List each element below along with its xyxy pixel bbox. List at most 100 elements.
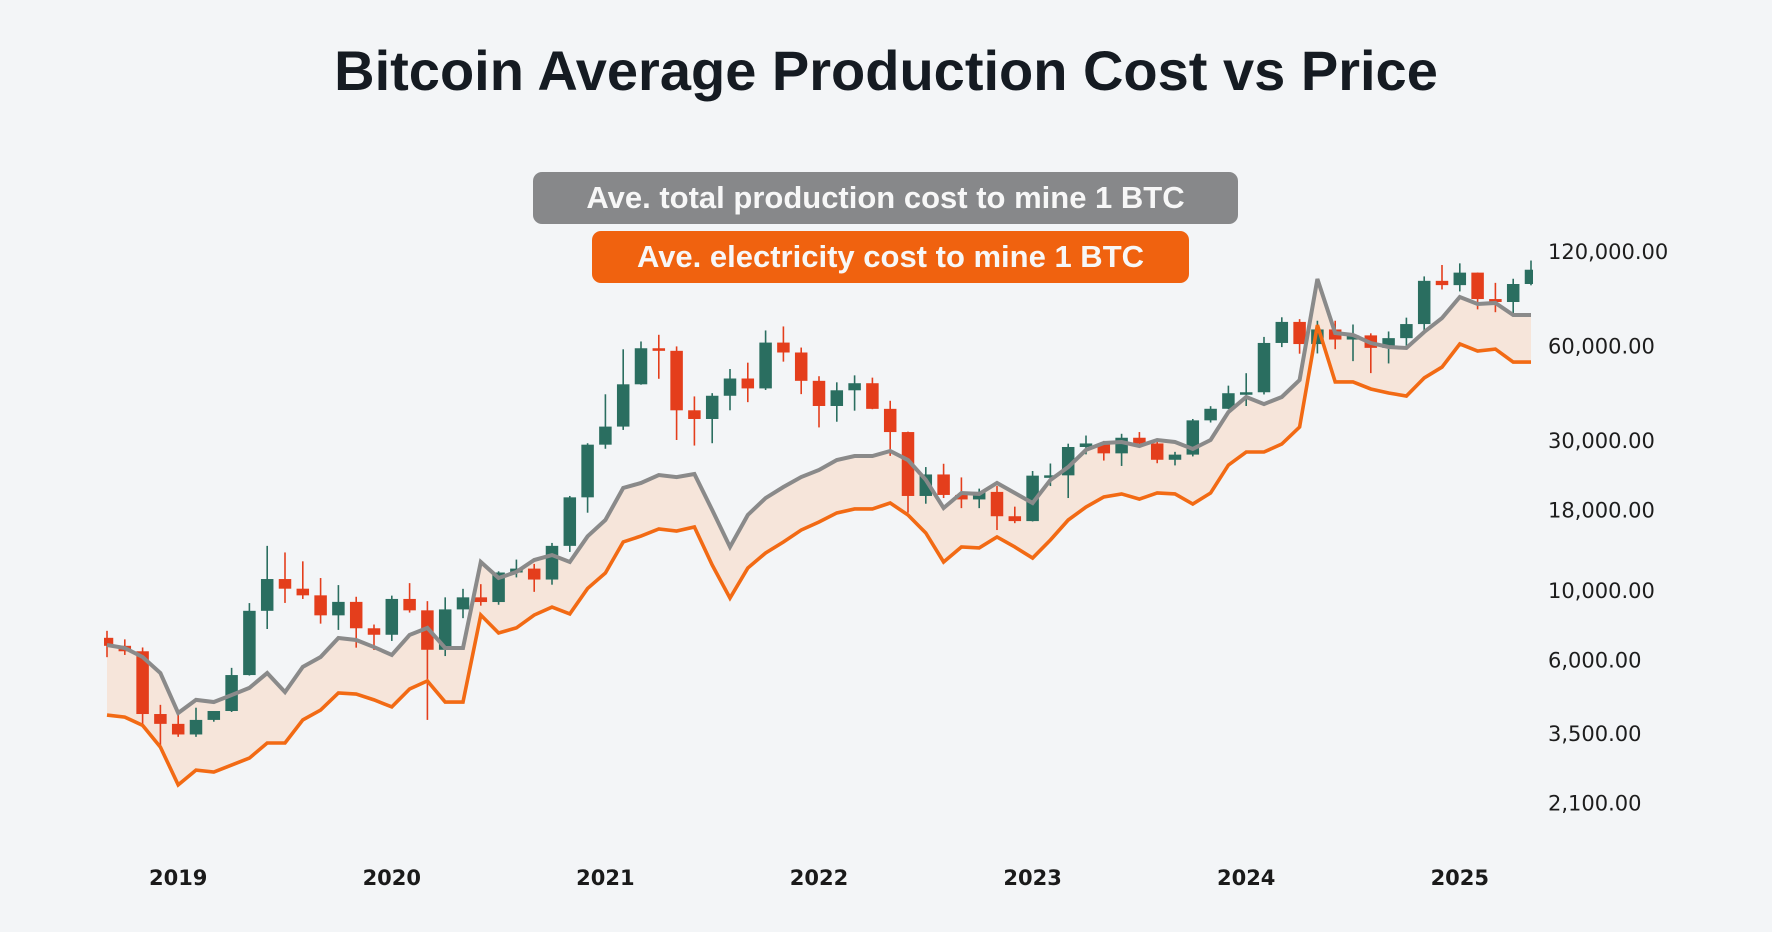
candle-body <box>260 579 274 611</box>
y-tick-label: 3,500.00 <box>1548 722 1642 746</box>
y-tick-label: 6,000.00 <box>1548 648 1642 672</box>
candle-2020-01 <box>385 595 399 641</box>
candle-body <box>1257 342 1271 393</box>
candle-body <box>207 711 221 720</box>
candle-2020-09 <box>527 563 541 592</box>
candle-body <box>1346 335 1360 340</box>
candle-2022-07 <box>919 467 933 504</box>
candle-body <box>1382 338 1395 348</box>
candle-body <box>848 383 861 391</box>
candle-body <box>104 637 114 646</box>
candle-body <box>385 598 399 635</box>
candle-body <box>456 597 470 610</box>
candle-body <box>1079 443 1093 447</box>
candle-2021-07 <box>705 393 719 444</box>
candle-2021-09 <box>741 362 755 403</box>
total-cost-line <box>106 278 1532 717</box>
candle-body <box>527 568 541 580</box>
candle-2021-11 <box>777 326 790 362</box>
candle-body <box>438 609 452 650</box>
candle-2025-04 <box>1506 278 1520 317</box>
candle-2025-01 <box>1453 263 1467 292</box>
x-tick-label: 2024 <box>1217 866 1275 890</box>
y-tick-label: 60,000.00 <box>1548 335 1655 359</box>
candle-body <box>332 601 345 616</box>
candle-2024-11 <box>1417 276 1431 331</box>
candle-2018-09 <box>104 630 114 658</box>
candle-body <box>189 719 203 735</box>
candle-2024-01 <box>1239 373 1253 406</box>
candle-body <box>759 342 772 389</box>
x-tick-label: 2022 <box>790 866 848 890</box>
candle-body <box>1150 443 1164 460</box>
x-tick-label: 2025 <box>1431 866 1489 890</box>
candle-2018-12 <box>154 704 167 748</box>
candle-2023-07 <box>1133 432 1146 446</box>
candle-body <box>243 610 256 676</box>
candle-2020-12 <box>581 443 594 513</box>
candle-body <box>794 352 808 381</box>
candle-body <box>1168 454 1182 460</box>
candle-2023-11 <box>1204 406 1217 423</box>
candle-body <box>1239 392 1253 395</box>
candle-body <box>1400 324 1413 339</box>
candle-2023-12 <box>1222 385 1235 410</box>
candle-2024-03 <box>1275 317 1289 348</box>
candle-2021-10 <box>759 330 772 390</box>
candle-2021-06 <box>688 396 701 446</box>
candle-2018-11 <box>136 647 149 728</box>
candle-2022-11 <box>990 486 1004 531</box>
candle-2022-08 <box>937 463 950 499</box>
candle-2021-08 <box>723 369 737 411</box>
candle-body <box>1097 443 1111 454</box>
candle-body <box>1204 408 1217 421</box>
candle-2022-02 <box>830 382 844 422</box>
candle-body <box>634 348 648 385</box>
candle-body <box>901 432 915 496</box>
y-axis: 120,000.00 60,000.00 30,000.00 18,000.00 10,… <box>1548 240 1668 816</box>
candle-body <box>1435 280 1449 286</box>
candle-body <box>1222 393 1235 409</box>
candle-2022-12 <box>1008 506 1022 524</box>
candle-body <box>866 383 879 409</box>
x-tick-label: 2019 <box>149 866 207 890</box>
candle-2019-02 <box>189 707 203 737</box>
candle-2022-06 <box>901 431 915 513</box>
candle-body <box>171 723 185 735</box>
candle-body <box>1417 280 1431 325</box>
candle-body <box>919 474 933 496</box>
candle-2020-06 <box>474 584 488 606</box>
candle-body <box>492 572 505 603</box>
candle-body <box>1008 516 1022 522</box>
candle-2020-10 <box>545 542 559 585</box>
candle-body <box>314 595 327 616</box>
candle-2021-05 <box>670 346 683 440</box>
y-tick-label: 120,000.00 <box>1548 240 1668 264</box>
candle-2025-05 <box>1524 260 1533 286</box>
candle-2021-01 <box>599 394 612 449</box>
candle-2019-06 <box>260 545 274 629</box>
candle-body <box>1489 299 1502 303</box>
candle-2022-03 <box>848 375 861 411</box>
candle-2020-05 <box>456 588 470 619</box>
candle-2021-02 <box>616 349 630 430</box>
candle-body <box>1506 284 1520 303</box>
candle-2019-08 <box>296 561 310 599</box>
candle-body <box>545 545 559 580</box>
candle-2024-07 <box>1346 324 1360 362</box>
plot-area <box>104 260 1533 788</box>
candle-body <box>367 628 381 635</box>
candle-body <box>955 494 968 500</box>
candle-2022-01 <box>812 376 826 428</box>
candle-2024-12 <box>1435 264 1449 290</box>
y-tick-label: 10,000.00 <box>1548 579 1655 603</box>
electricity-cost-line <box>106 324 1532 788</box>
candle-body <box>688 410 701 419</box>
chart-title: Bitcoin Average Production Cost vs Price <box>334 39 1438 102</box>
x-tick-label: 2021 <box>576 866 634 890</box>
candle-2019-03 <box>207 711 221 722</box>
candle-2021-04 <box>652 334 666 379</box>
candle-body <box>616 384 630 427</box>
candle-body <box>1275 321 1289 343</box>
x-axis: 2019 2020 2021 2022 2023 2024 2025 <box>149 866 1489 890</box>
